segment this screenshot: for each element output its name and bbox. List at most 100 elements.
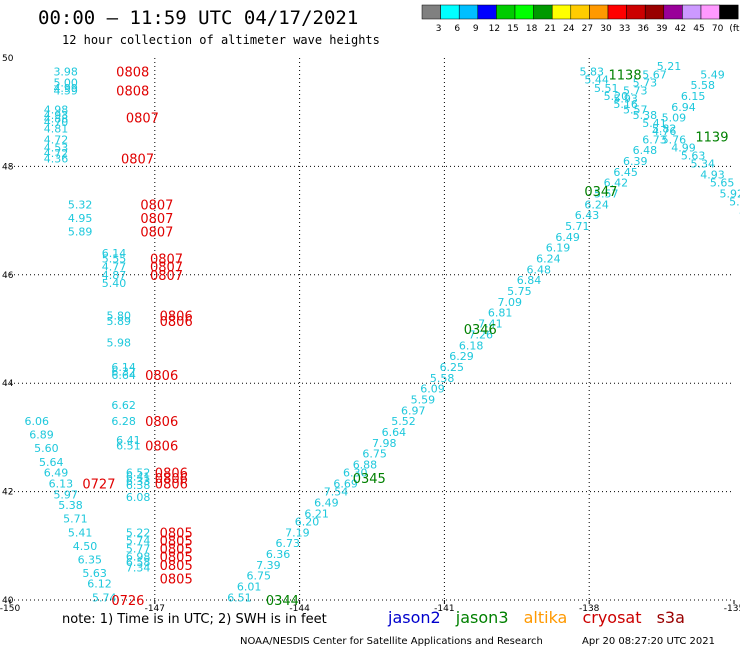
pass-time-label: 0805 (160, 559, 193, 574)
colorbar-swatch (533, 4, 553, 20)
page-subtitle: 12 hour collection of altimeter wave hei… (62, 33, 380, 47)
pass-time-label: 0807 (150, 261, 183, 276)
pass-time-label: 0805 (160, 526, 193, 541)
wave-height-value: 6.18 (459, 339, 484, 352)
wave-height-value: 6.41 (126, 470, 151, 483)
colorbar-swatch (719, 4, 739, 20)
wave-height-value: 5.38 (633, 109, 658, 122)
wave-height-value: 5.32 (68, 198, 93, 211)
colorbar-label: 42 (675, 24, 686, 34)
latitude-label: 40 (2, 596, 14, 606)
wave-height-value: 7.41 (478, 318, 503, 331)
wave-height-value: 6.01 (237, 580, 262, 593)
colorbar-swatch (663, 4, 683, 20)
wave-height-value: 6.35 (78, 553, 103, 566)
colorbar-label: 70 (712, 24, 724, 34)
wave-height-value: 6.41 (116, 434, 141, 447)
wave-height-value: 5.40 (102, 277, 127, 290)
wave-height-value: 6.12 (87, 578, 112, 591)
latitude-label: 50 (2, 54, 14, 64)
latitude-label: 46 (2, 271, 14, 281)
wave-height-value: 5.73 (633, 76, 658, 89)
wave-height-value: 5.61 (739, 204, 740, 217)
wave-height-value: 6.48 (633, 144, 658, 157)
wave-height-value: 3.98 (53, 66, 78, 79)
wave-height-value: 5.63 (681, 150, 706, 163)
wave-height-value: 6.88 (353, 459, 378, 472)
colorbar-label: 33 (619, 24, 630, 34)
colorbar-label: 45 (693, 24, 704, 34)
colorbar-label: 15 (507, 24, 518, 34)
pass-time-label: 0807 (140, 198, 173, 213)
wave-height-value: 5.55 (102, 253, 127, 266)
wave-height-value: 6.48 (526, 263, 551, 276)
wave-height-value: 5.58 (691, 79, 716, 92)
wave-height-value: 6.24 (536, 253, 561, 266)
colorbar-swatch (514, 4, 534, 20)
colorbar-label: 12 (489, 24, 500, 34)
longitude-label: -135 (724, 604, 740, 614)
pass-time-label: 0805 (160, 534, 193, 549)
wave-height-value: 6.29 (449, 350, 474, 363)
units-note: note: 1) Time is in UTC; 2) SWH is in fe… (62, 612, 327, 627)
pass-time-label: 0347 (584, 185, 617, 200)
wave-height-value: 6.30 (343, 467, 368, 480)
wave-height-value: 6.94 (671, 101, 696, 114)
wave-height-value: 4.95 (68, 212, 93, 225)
colorbar-swatch (589, 4, 609, 20)
generation-timestamp: Apr 20 08:27:20 UTC 2021 (582, 636, 715, 647)
pass-time-label: 0807 (140, 225, 173, 240)
satellite-legend: jason2 jason3 altika cryosat s3a (388, 608, 695, 627)
wave-height-value: 6.21 (304, 507, 329, 520)
wave-height-value: 6.75 (362, 448, 387, 461)
longitude-label: -138 (579, 604, 600, 614)
wave-height-value: 4.50 (73, 540, 98, 553)
pass-time-label: 0806 (160, 315, 193, 330)
longitude-label: -144 (289, 604, 310, 614)
wave-height-value: 4.72 (44, 133, 69, 146)
colorbar-label: 18 (526, 24, 538, 34)
wave-height-value: 4.70 (44, 116, 69, 129)
wave-height-value: 5.22 (126, 526, 151, 539)
colorbar-label: 27 (582, 24, 593, 34)
wave-height-value: 5.75 (507, 285, 532, 298)
pass-time-label: 0806 (155, 477, 188, 492)
wave-height-value: 6.38 (126, 479, 151, 492)
wave-height-value: 7.98 (372, 437, 397, 450)
wave-height-value: 6.14 (111, 361, 136, 374)
colorbar-label: 36 (637, 24, 649, 34)
wave-height-value: 6.20 (295, 515, 320, 528)
wave-height-value: 5.21 (657, 60, 682, 73)
wave-height-value: 6.06 (24, 415, 49, 428)
wave-height-value: 5.92 (720, 188, 740, 201)
wave-height-value: 6.42 (604, 177, 629, 190)
wave-height-value: 6.64 (111, 369, 136, 382)
wave-height-value: 6.64 (382, 426, 407, 439)
wave-height-value: 4.93 (700, 169, 725, 182)
wave-height-value: 5.98 (107, 337, 131, 350)
wave-height-value: 5.89 (107, 315, 131, 328)
wave-height-value: 6.49 (314, 496, 339, 509)
wave-height-value: 7.39 (256, 559, 281, 572)
latitude-label: 48 (2, 162, 14, 172)
wave-height-value: 6.84 (517, 274, 542, 287)
colorbar-label: 39 (656, 24, 668, 34)
pass-time-label: 0806 (155, 467, 188, 482)
longitude-label: -150 (0, 604, 20, 614)
pass-time-label: 0344 (266, 594, 299, 609)
wave-height-value: 6.75 (247, 570, 271, 583)
pass-time-label: 0806 (145, 369, 178, 384)
pass-time-label: 1138 (609, 68, 642, 83)
agency-credit: NOAA/NESDIS Center for Satellite Applica… (240, 636, 543, 647)
wave-height-value: 5.71 (63, 513, 88, 526)
legend-s3a: s3a (656, 608, 685, 627)
wave-height-value: 5.38 (729, 196, 740, 209)
longitude-label: -147 (145, 604, 165, 614)
wave-height-value: 6.24 (584, 198, 609, 211)
legend-jason3: jason3 (455, 608, 509, 627)
wave-height-value: 6.51 (227, 591, 252, 604)
wave-height-value: 6.69 (333, 477, 358, 490)
wave-height-value: 5.74 (126, 534, 151, 547)
legend-altika: altika (523, 608, 568, 627)
wave-height-value: 5.34 (691, 158, 716, 171)
